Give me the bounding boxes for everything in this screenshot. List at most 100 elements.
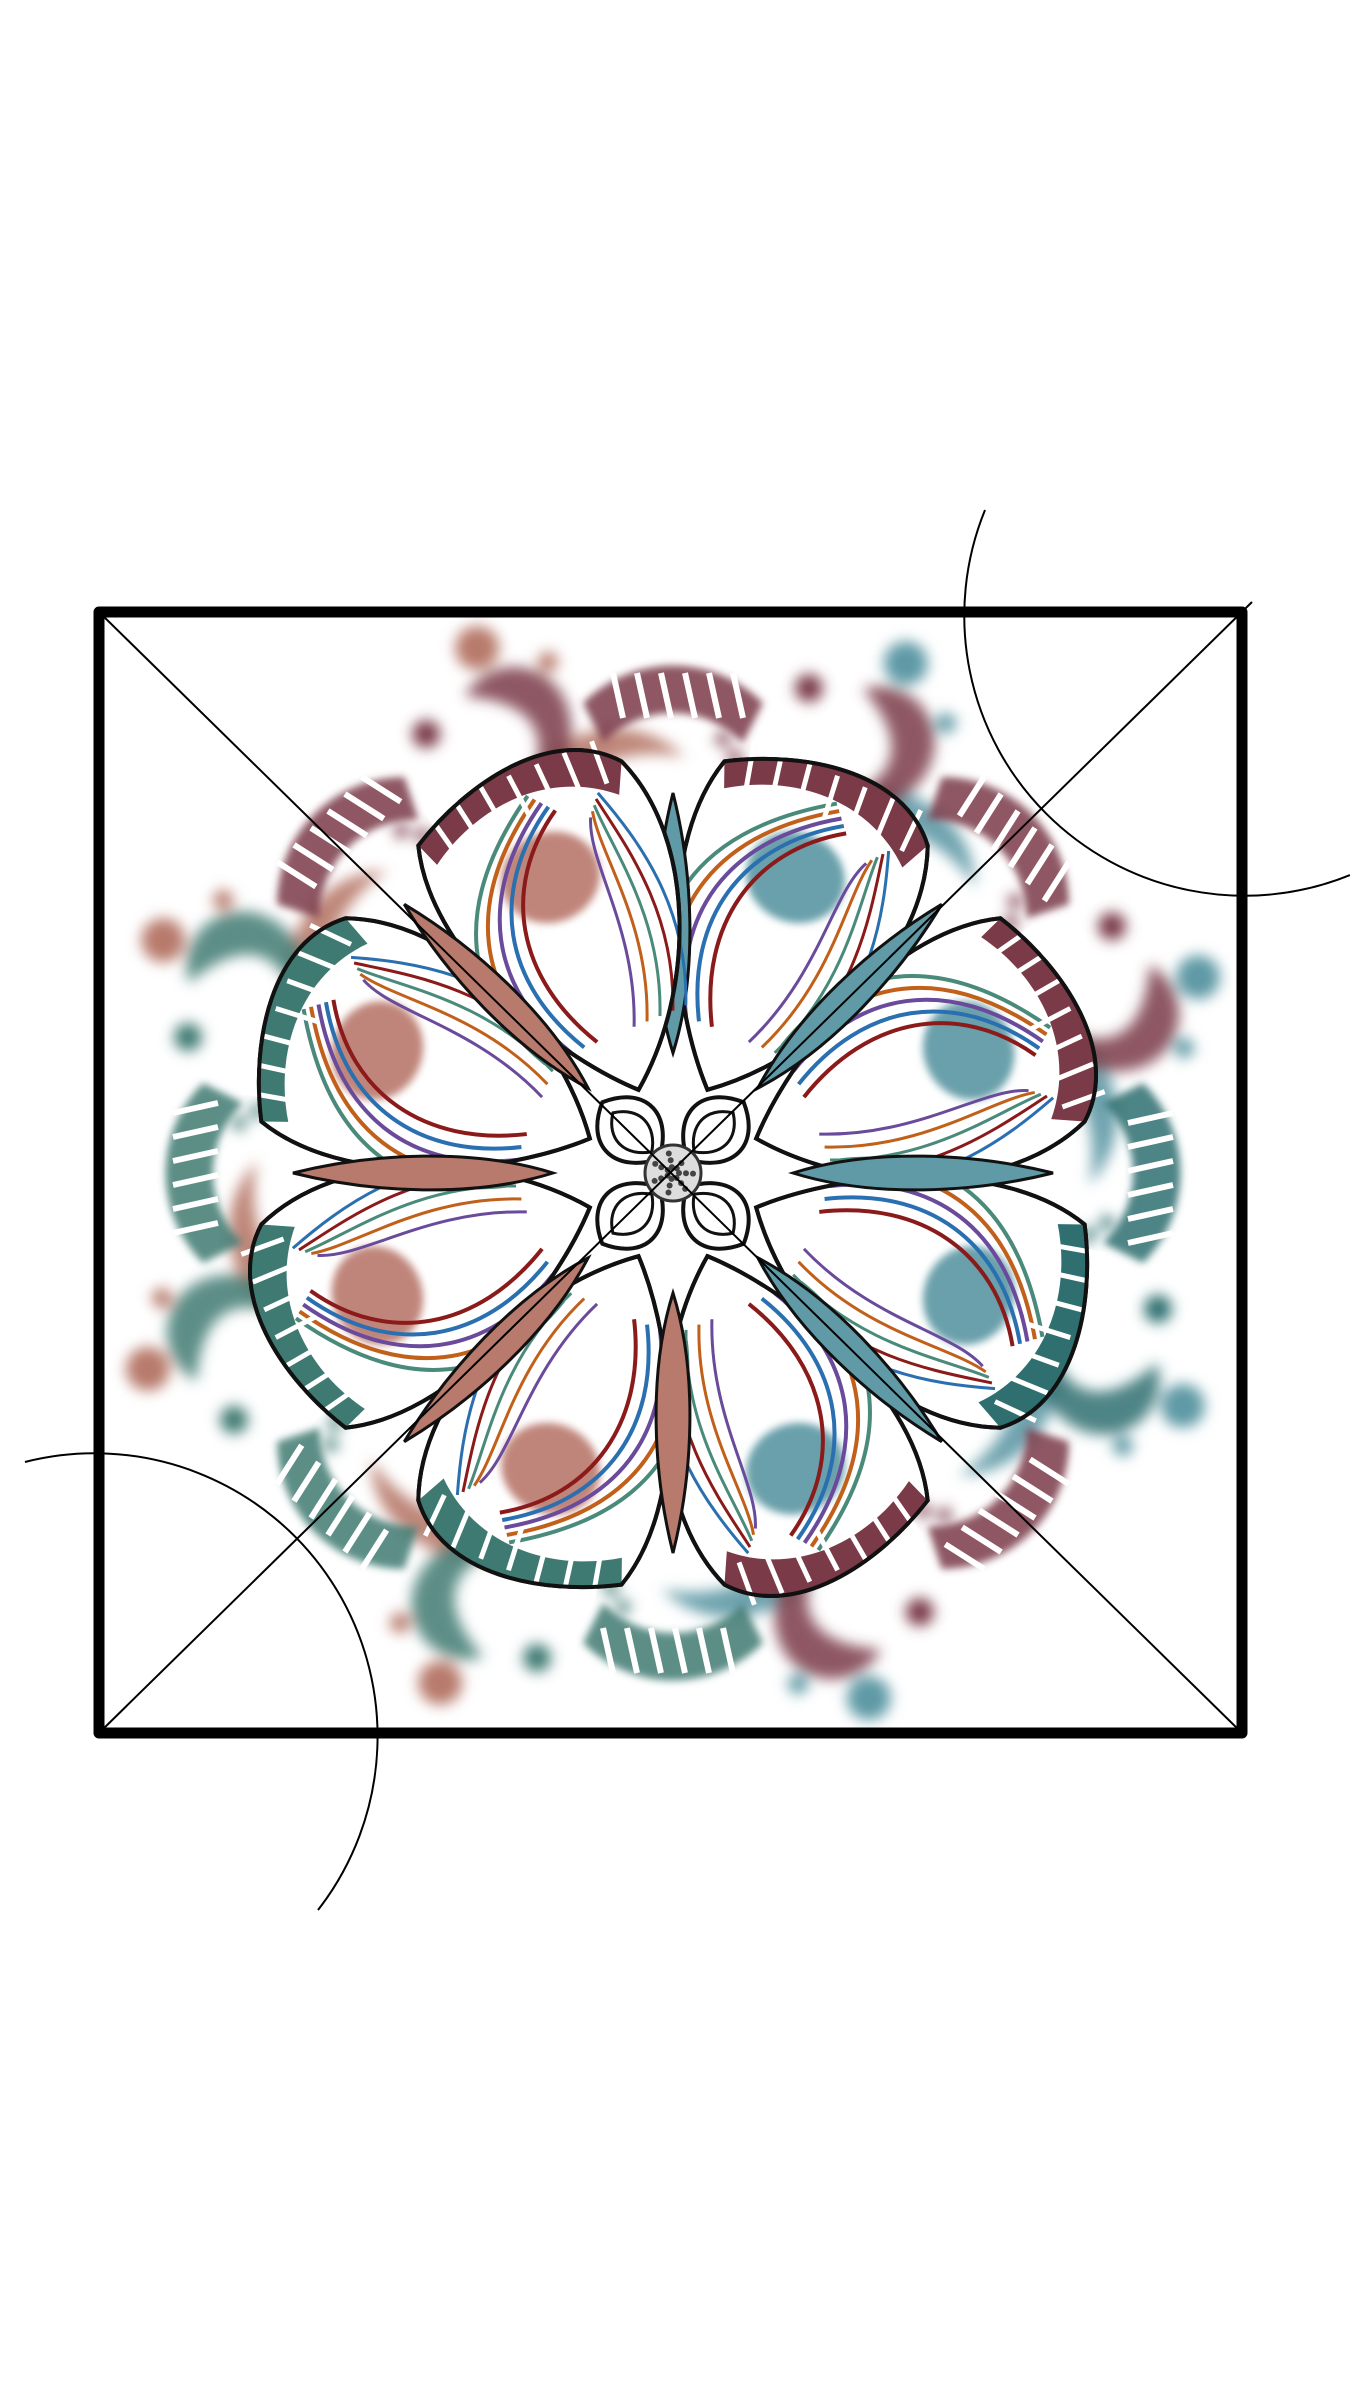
dot	[523, 1643, 552, 1672]
outer-motif	[583, 665, 763, 743]
petal-stroke	[819, 1208, 1015, 1347]
center-petal-shape	[610, 1191, 655, 1236]
petal-stroke	[824, 1195, 1023, 1345]
swirl	[411, 1538, 484, 1660]
dot	[883, 641, 928, 686]
dot	[715, 732, 730, 747]
hatch-line	[1024, 843, 1055, 886]
rim-line	[285, 1340, 328, 1368]
petal-stroke	[509, 805, 586, 1049]
rim-line	[561, 751, 584, 796]
hatch-line	[706, 672, 722, 719]
hatch-line	[1127, 1110, 1174, 1126]
petal-stroke	[317, 1210, 527, 1257]
dot	[788, 1674, 809, 1695]
rim-line	[263, 1288, 307, 1313]
hatch-line	[308, 1477, 339, 1520]
eye	[331, 1246, 424, 1345]
hatch-line	[658, 672, 674, 719]
dot	[174, 1023, 203, 1052]
outer-motif	[1103, 1083, 1181, 1263]
mandala	[125, 625, 1221, 1721]
hatch-line	[1127, 1230, 1174, 1246]
hatch-line	[172, 1196, 219, 1212]
hatch-line	[610, 672, 626, 719]
hatch-line	[326, 808, 369, 839]
dot	[151, 1288, 172, 1309]
dot	[232, 1116, 247, 1131]
swirl	[166, 1274, 265, 1382]
hatch-line	[291, 1460, 322, 1503]
hatch-line	[956, 775, 987, 818]
rim-line	[736, 1561, 757, 1606]
hatch	[583, 665, 763, 743]
dot	[394, 823, 409, 838]
dot	[846, 1676, 891, 1721]
dot	[220, 1405, 249, 1434]
hatch-line	[977, 1507, 1020, 1538]
guide-arc	[963, 509, 1350, 897]
hatch	[165, 1083, 243, 1263]
center-dot	[665, 1189, 672, 1196]
rim-line	[1029, 1006, 1072, 1032]
rim-line	[1018, 978, 1061, 1006]
dot	[1008, 894, 1023, 909]
leaf	[403, 903, 592, 1092]
petal-stroke	[695, 823, 845, 1022]
rim-line	[1058, 1243, 1106, 1257]
rim-line	[1061, 1089, 1106, 1110]
hatch-line	[172, 1100, 219, 1116]
rim-line	[993, 1399, 1037, 1423]
center-petal	[595, 1181, 665, 1251]
hatch-line	[634, 672, 650, 719]
rim-line	[1039, 1033, 1083, 1058]
hatch-line	[973, 792, 1004, 835]
eye	[922, 1001, 1015, 1100]
rim-line	[506, 1526, 525, 1572]
petal-stroke	[760, 1297, 837, 1541]
rim-line	[533, 763, 558, 807]
dot	[125, 1346, 170, 1391]
rim-line	[1050, 1061, 1095, 1084]
rim-line	[996, 923, 1038, 954]
rim-line	[478, 785, 506, 828]
center-petal	[595, 1095, 665, 1165]
dot	[905, 1597, 934, 1626]
leaf-shape	[292, 1154, 559, 1192]
rim-line	[795, 763, 813, 809]
hatch-line	[292, 842, 335, 873]
swirl	[464, 666, 572, 765]
rim-line	[788, 1539, 813, 1583]
petal-stroke	[824, 1090, 1035, 1149]
hatch-line	[682, 672, 698, 719]
rim-line	[589, 1558, 603, 1606]
center-dot	[651, 1177, 658, 1184]
rim-line	[423, 1493, 447, 1537]
swirl	[1081, 964, 1180, 1072]
petal-stroke	[708, 831, 847, 1027]
rim-line	[899, 809, 923, 853]
hatch-band	[583, 665, 763, 743]
hatch-line	[1007, 826, 1038, 869]
rim-line	[892, 1496, 923, 1538]
dot	[1143, 1294, 1172, 1323]
hatch-band	[165, 1083, 243, 1263]
petal-stroke	[305, 1260, 549, 1337]
hatch-line	[648, 1627, 664, 1674]
rim-line	[589, 740, 610, 785]
hatch-line	[275, 859, 318, 890]
hatch-line	[730, 672, 746, 719]
rim-line	[743, 740, 757, 788]
hatch-line	[343, 791, 386, 822]
petal-stroke	[499, 1319, 638, 1515]
outer-motif	[927, 1427, 1071, 1572]
hatch	[583, 1603, 763, 1681]
dot	[213, 890, 234, 911]
petal-stroke	[589, 817, 636, 1027]
petal-stroke	[797, 1260, 987, 1374]
dot	[537, 651, 558, 672]
petal-stroke	[802, 1021, 1037, 1099]
petal-rim	[418, 750, 622, 865]
center-dot	[665, 1150, 672, 1157]
center-petal-shape	[610, 1110, 655, 1155]
